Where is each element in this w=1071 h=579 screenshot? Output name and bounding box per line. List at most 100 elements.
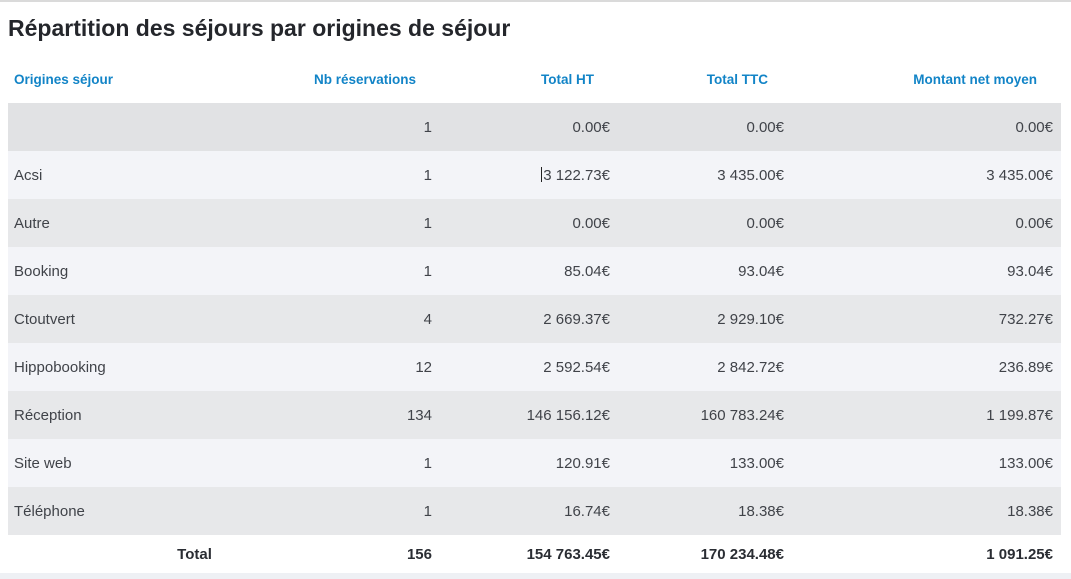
origins-stats-table: Origines séjour Nb réservations Total HT… [8, 56, 1061, 573]
total-reservations: 156 [310, 535, 440, 573]
cell-value: 1 [423, 214, 432, 232]
table-row[interactable]: Réception 134 146 156.12€ 160 783.24€ 1 … [8, 391, 1061, 439]
cell-total-ttc: 18.38€ [618, 487, 792, 535]
cell-reservations: 1 [310, 103, 440, 151]
cell-value: 133.00€ [729, 454, 784, 472]
cell-total-ht: 16.74€ [440, 487, 618, 535]
cell-value: Acsi [14, 166, 43, 184]
cell-net-moyen: 1 199.87€ [792, 391, 1061, 439]
column-header-total-ht[interactable]: Total HT [440, 56, 618, 103]
total-ht: 154 763.45€ [440, 535, 618, 573]
cell-total-ht: 85.04€ [440, 247, 618, 295]
cell-reservations: 1 [310, 487, 440, 535]
cell-total-ht: 120.91€ [440, 439, 618, 487]
cell-value: 2 592.54€ [543, 358, 610, 376]
cell-origin [8, 103, 310, 151]
cell-total-ttc: 0.00€ [618, 199, 792, 247]
table-row[interactable]: 1 0.00€ 0.00€ 0.00€ [8, 103, 1061, 151]
cell-net-moyen: 3 435.00€ [792, 151, 1061, 199]
cell-net-moyen: 93.04€ [792, 247, 1061, 295]
cell-reservations: 12 [310, 343, 440, 391]
bottom-strip [0, 573, 1071, 579]
cell-total-ttc: 2 929.10€ [618, 295, 792, 343]
cell-value: 0.00€ [1015, 214, 1053, 232]
cell-value: 4 [423, 310, 432, 328]
cell-total-ht: 0.00€ [440, 103, 618, 151]
header-row: Origines séjour Nb réservations Total HT… [8, 56, 1061, 103]
table-row[interactable]: Acsi 1 3 122.73€ 3 435.00€ 3 435.00€ [8, 151, 1061, 199]
cell-value: 0.00€ [746, 214, 784, 232]
cell-value: 120.91€ [555, 454, 610, 472]
cell-value: 18.38€ [738, 502, 784, 520]
cell-total-ht: 2 669.37€ [440, 295, 618, 343]
cell-value: 0.00€ [1015, 118, 1053, 136]
text-caret [541, 166, 543, 182]
cell-value: 2 929.10€ [717, 310, 784, 328]
cell-value: Hippobooking [14, 358, 106, 376]
table-row[interactable]: Téléphone 1 16.74€ 18.38€ 18.38€ [8, 487, 1061, 535]
total-ttc: 170 234.48€ [618, 535, 792, 573]
table-header: Origines séjour Nb réservations Total HT… [8, 56, 1061, 103]
cell-reservations: 1 [310, 247, 440, 295]
table-body: 1 0.00€ 0.00€ 0.00€ Acsi 1 3 122.73€ 3 4… [8, 103, 1061, 535]
cell-value: 236.89€ [998, 358, 1053, 376]
cell-value: 134 [406, 406, 432, 424]
cell-value: 146 156.12€ [526, 406, 610, 424]
cell-value: 1 [423, 166, 432, 184]
cell-total-ttc: 0.00€ [618, 103, 792, 151]
cell-value: 1 [423, 454, 432, 472]
cell-value: 160 783.24€ [700, 406, 784, 424]
cell-value: 1 [423, 262, 432, 280]
cell-value: 93.04€ [1007, 262, 1053, 280]
cell-net-moyen: 236.89€ [792, 343, 1061, 391]
cell-origin: Téléphone [8, 487, 310, 535]
cell-value: 1 [423, 118, 432, 136]
page-title: Répartition des séjours par origines de … [8, 15, 511, 41]
cell-value: 3 435.00€ [717, 166, 784, 184]
table-row[interactable]: Booking 1 85.04€ 93.04€ 93.04€ [8, 247, 1061, 295]
table-row[interactable]: Site web 1 120.91€ 133.00€ 133.00€ [8, 439, 1061, 487]
cell-value: 0.00€ [572, 118, 610, 136]
cell-origin: Ctoutvert [8, 295, 310, 343]
cell-total-ttc: 133.00€ [618, 439, 792, 487]
column-header-montant-net-moyen[interactable]: Montant net moyen [792, 56, 1061, 103]
cell-net-moyen: 133.00€ [792, 439, 1061, 487]
cell-net-moyen: 0.00€ [792, 103, 1061, 151]
cell-net-moyen: 732.27€ [792, 295, 1061, 343]
cell-origin: Réception [8, 391, 310, 439]
total-row: Total 156 154 763.45€ 170 234.48€ 1 091.… [8, 535, 1061, 573]
cell-value: Booking [14, 262, 69, 280]
column-header-origines-sejour[interactable]: Origines séjour [8, 56, 310, 103]
cell-value: 3 122.73€ [543, 166, 610, 184]
cell-value: Site web [14, 454, 72, 472]
cell-value: 18.38€ [1007, 502, 1053, 520]
cell-reservations: 1 [310, 199, 440, 247]
cell-value: Téléphone [14, 502, 85, 520]
cell-net-moyen: 0.00€ [792, 199, 1061, 247]
total-net-moyen: 1 091.25€ [792, 535, 1061, 573]
cell-value: 1 [423, 502, 432, 520]
cell-value: 732.27€ [998, 310, 1053, 328]
column-header-total-ttc[interactable]: Total TTC [618, 56, 792, 103]
cell-total-ttc: 2 842.72€ [618, 343, 792, 391]
cell-origin: Autre [8, 199, 310, 247]
cell-reservations: 4 [310, 295, 440, 343]
cell-value: 16.74€ [564, 502, 610, 520]
table-row[interactable]: Autre 1 0.00€ 0.00€ 0.00€ [8, 199, 1061, 247]
cell-reservations: 134 [310, 391, 440, 439]
column-header-nb-reservations[interactable]: Nb réservations [310, 56, 440, 103]
cell-reservations: 1 [310, 151, 440, 199]
cell-origin: Booking [8, 247, 310, 295]
cell-total-ht: 2 592.54€ [440, 343, 618, 391]
cell-value: 12 [415, 358, 432, 376]
cell-origin: Hippobooking [8, 343, 310, 391]
table-footer: Total 156 154 763.45€ 170 234.48€ 1 091.… [8, 535, 1061, 573]
cell-value: Ctoutvert [14, 310, 75, 328]
table-row[interactable]: Ctoutvert 4 2 669.37€ 2 929.10€ 732.27€ [8, 295, 1061, 343]
cell-value: 3 435.00€ [986, 166, 1053, 184]
cell-origin: Site web [8, 439, 310, 487]
cell-total-ht: 146 156.12€ [440, 391, 618, 439]
table-row[interactable]: Hippobooking 12 2 592.54€ 2 842.72€ 236.… [8, 343, 1061, 391]
cell-value: 0.00€ [746, 118, 784, 136]
cell-value: 93.04€ [738, 262, 784, 280]
